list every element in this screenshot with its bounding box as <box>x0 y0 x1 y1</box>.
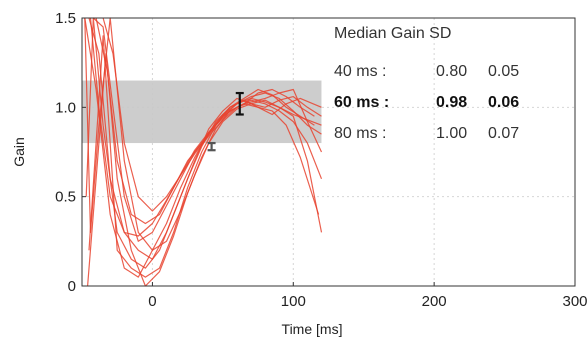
x-tick-label: 0 <box>148 293 156 310</box>
stats-row-median: 0.80 <box>436 63 467 80</box>
stats-row-sd: 0.05 <box>488 63 519 80</box>
series-lines <box>84 17 323 287</box>
stats-header: Median Gain SD <box>334 25 451 42</box>
stats-row-label: 60 ms : <box>334 94 389 111</box>
tick-labels: 0 100 200 300 0 0.5 1.0 1.5 <box>55 10 587 310</box>
y-tick-label: 0 <box>68 278 76 295</box>
gain-trace <box>95 17 315 225</box>
stats-table: Median Gain SD 40 ms : 0.80 0.05 60 ms :… <box>334 25 519 142</box>
y-tick-label: 0.5 <box>55 189 76 206</box>
y-axis-label: Gain <box>11 137 27 167</box>
stats-row-sd: 0.07 <box>488 125 519 142</box>
x-tick-label: 100 <box>281 293 306 310</box>
x-tick-label: 300 <box>562 293 587 310</box>
stats-row-median: 1.00 <box>436 125 467 142</box>
stats-row-sd: 0.06 <box>488 94 519 111</box>
error-bars <box>207 91 244 152</box>
y-tick-label: 1.0 <box>55 99 76 116</box>
stats-row-label: 80 ms : <box>334 125 386 142</box>
plot-border <box>81 17 576 287</box>
stats-row-median: 0.98 <box>436 94 467 111</box>
plot-area <box>82 18 575 286</box>
stats-row-label: 40 ms : <box>334 63 386 80</box>
plot-frame <box>81 17 576 287</box>
gain-trace <box>89 17 323 237</box>
gain-trace <box>102 17 322 212</box>
x-axis-label: Time [ms] <box>282 321 343 337</box>
y-tick-label: 1.5 <box>55 10 76 27</box>
x-tick-label: 200 <box>422 293 447 310</box>
plot-area-fill <box>82 18 575 286</box>
